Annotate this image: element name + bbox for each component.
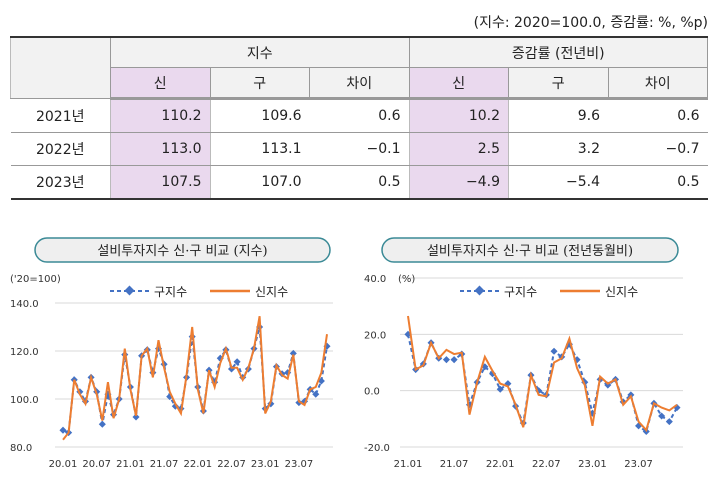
series-old-line bbox=[62, 326, 328, 435]
row-year: 2023년 bbox=[10, 165, 111, 200]
legend-old-diamond-icon bbox=[124, 285, 135, 296]
y-tick-label: 100.0 bbox=[10, 395, 39, 406]
table-cell: −0.7 bbox=[608, 132, 708, 166]
y-tick-label: 120.0 bbox=[10, 347, 39, 358]
x-tick-label: 23.01 bbox=[251, 459, 280, 470]
table-cell: 110.2 bbox=[110, 98, 210, 133]
x-tick-label: 22.01 bbox=[183, 459, 212, 470]
sub-header: 차이 bbox=[607, 67, 708, 100]
table-cell: 113.1 bbox=[209, 132, 310, 166]
series-old-point bbox=[312, 390, 320, 398]
group-header-index: 지수 bbox=[110, 36, 410, 68]
y-tick-label: 20.0 bbox=[364, 330, 386, 341]
y-tick-label: 40.0 bbox=[364, 274, 386, 285]
table-cell: 0.6 bbox=[608, 98, 708, 133]
table-cell: 10.2 bbox=[408, 98, 509, 133]
series-old-point bbox=[442, 356, 450, 364]
series-old-point bbox=[450, 356, 458, 364]
series-old-point bbox=[233, 358, 241, 366]
legend-new-label: 신지수 bbox=[605, 285, 638, 299]
table-cell: 113.0 bbox=[110, 132, 210, 166]
y-tick-label: -20.0 bbox=[364, 443, 390, 454]
row-year: 2022년 bbox=[10, 132, 111, 166]
x-tick-label: 21.01 bbox=[394, 459, 423, 470]
x-tick-label: 21.07 bbox=[150, 459, 179, 470]
table-row: 2023년 107.5 107.0 0.5 −4.9 −5.4 0.5 bbox=[10, 165, 708, 200]
series-old-point bbox=[295, 399, 303, 407]
table-row: 2021년 110.2 109.6 0.6 10.2 9.6 0.6 bbox=[10, 98, 708, 133]
sub-header: 차이 bbox=[309, 67, 410, 100]
sub-header: 신 bbox=[110, 67, 211, 100]
x-tick-label: 21.07 bbox=[440, 459, 469, 470]
table-cell: 2.5 bbox=[408, 132, 509, 166]
unit-note: (지수: 2020=100.0, 증감률: %, %p) bbox=[473, 15, 708, 31]
table-cell: 0.5 bbox=[608, 165, 708, 200]
sub-header: 신 bbox=[408, 67, 509, 100]
series-old-point bbox=[665, 418, 673, 426]
legend-new-label: 신지수 bbox=[255, 285, 288, 299]
corner-cell bbox=[10, 36, 111, 99]
chart-title: 설비투자지수 신·구 비교 (지수) bbox=[97, 244, 267, 259]
y-tick-label: 140.0 bbox=[10, 299, 39, 310]
y-tick-label: 0.0 bbox=[364, 387, 380, 398]
chart-yoy: 설비투자지수 신·구 비교 (전년동월비) -20.0 0.0 20.0 40.0 (%)… bbox=[364, 237, 683, 470]
x-tick-label: 22.01 bbox=[486, 459, 515, 470]
table-cell: 9.6 bbox=[508, 98, 608, 133]
legend-old-diamond-icon bbox=[474, 285, 485, 296]
table-row: 2022년 113.0 113.1 −0.1 2.5 3.2 −0.7 bbox=[10, 132, 708, 166]
y-axis-unit: (%) bbox=[398, 274, 415, 285]
table-cell: 0.6 bbox=[309, 98, 409, 133]
series-old-point bbox=[496, 385, 504, 393]
table-cell: 107.0 bbox=[209, 165, 310, 200]
x-tick-label: 23.07 bbox=[624, 459, 653, 470]
table-cell: 109.6 bbox=[209, 98, 310, 133]
series-old-point bbox=[289, 349, 297, 357]
table-cell: −4.9 bbox=[408, 165, 509, 200]
table-cell: 3.2 bbox=[508, 132, 608, 166]
chart-title-box bbox=[34, 237, 331, 263]
table-cell: 0.5 bbox=[309, 165, 409, 200]
legend-old-label: 구지수 bbox=[504, 285, 537, 299]
sub-header: 구 bbox=[508, 67, 609, 100]
table-cell: −5.4 bbox=[508, 165, 608, 200]
chart-title: 설비투자지수 신·구 비교 (전년동월비) bbox=[427, 244, 633, 259]
series-old-point bbox=[132, 413, 140, 421]
x-tick-label: 23.07 bbox=[285, 459, 314, 470]
x-tick-label: 23.01 bbox=[578, 459, 607, 470]
series-new-line bbox=[407, 315, 678, 433]
sub-header: 구 bbox=[209, 67, 310, 100]
series-old-point bbox=[550, 347, 558, 355]
x-tick-label: 20.07 bbox=[82, 459, 111, 470]
comparison-table: 지수 증감률 (전년비) 신 구 차이 신 구 차이 2021년 110.2 109.6 0.6… bbox=[10, 36, 708, 200]
series-new-line bbox=[62, 316, 328, 441]
chart-title-box bbox=[381, 237, 679, 263]
chart-index: 설비투자지수 신·구 비교 (지수) 80.0 100.0 120.0 140.0 ('2… bbox=[10, 237, 333, 470]
table-cell: −0.1 bbox=[309, 132, 409, 166]
row-year: 2021년 bbox=[10, 98, 111, 133]
legend-old-label: 구지수 bbox=[154, 285, 187, 299]
x-tick-label: 21.01 bbox=[116, 459, 145, 470]
x-tick-label: 22.07 bbox=[217, 459, 246, 470]
x-tick-label: 22.07 bbox=[532, 459, 561, 470]
x-tick-label: 20.01 bbox=[49, 459, 78, 470]
y-axis-unit: ('20=100) bbox=[10, 274, 61, 285]
y-tick-label: 80.0 bbox=[10, 443, 32, 454]
series-old-point bbox=[98, 420, 106, 428]
table-cell: 107.5 bbox=[110, 165, 210, 200]
group-header-rate: 증감률 (전년비) bbox=[408, 36, 708, 68]
